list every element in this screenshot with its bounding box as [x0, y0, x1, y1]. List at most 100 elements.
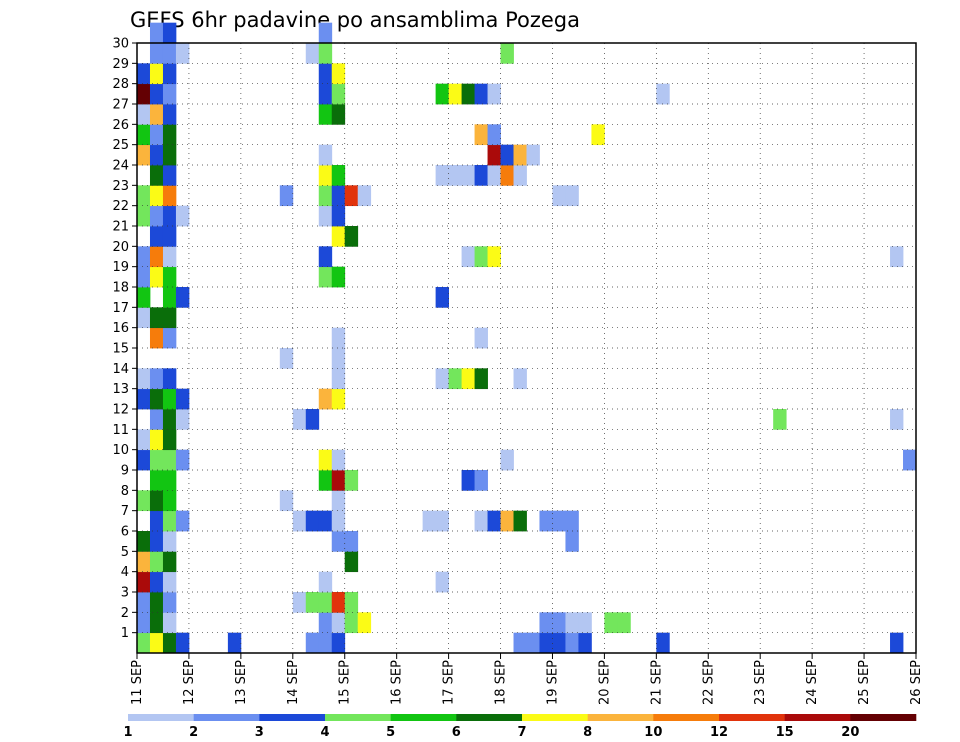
heatmap-cell: [137, 185, 151, 207]
heatmap-cell: [149, 551, 164, 573]
plot-frame: [136, 42, 917, 654]
heatmap-cell: [162, 429, 177, 451]
y-tick-label: 6: [121, 525, 129, 540]
heatmap-cell: [318, 592, 333, 613]
heatmap-cell: [500, 510, 514, 532]
heatmap-cell: [318, 205, 333, 227]
heatmap-cell: [137, 104, 151, 125]
heatmap-cell: [162, 632, 177, 654]
heatmap-cell: [137, 63, 151, 85]
heatmap-cell: [175, 409, 190, 430]
heatmap-cell: [487, 165, 501, 186]
heatmap-cell: [344, 185, 359, 207]
y-tick-label: 26: [112, 118, 129, 133]
y-tick-label: 10: [112, 443, 129, 458]
heatmap-cell: [137, 205, 151, 227]
y-tick-label: 1: [121, 626, 129, 641]
heatmap-cell: [331, 63, 346, 85]
heatmap-cells: [137, 22, 917, 654]
y-tick-label: 21: [112, 220, 129, 235]
heatmap-cell: [656, 83, 670, 105]
x-tick-label: 17 SEP: [442, 660, 457, 705]
heatmap-cell: [175, 632, 190, 654]
heatmap-cell: [149, 124, 164, 146]
heatmap-cell: [331, 612, 346, 634]
heatmap-cell: [162, 551, 177, 573]
heatmap-cell: [344, 551, 359, 573]
heatmap-cell: [318, 104, 333, 125]
y-tick-label: 19: [112, 260, 129, 275]
heatmap-cell: [137, 571, 151, 593]
x-tick-label: 12 SEP: [182, 660, 197, 705]
heatmap-cell: [162, 327, 177, 349]
x-tick-label: 14 SEP: [286, 660, 301, 705]
y-tick-label: 17: [112, 301, 129, 316]
heatmap-cell: [318, 510, 333, 532]
colorbar-swatch: [193, 714, 260, 721]
heatmap-cell: [357, 185, 372, 207]
heatmap-cell: [149, 470, 164, 491]
y-tick-label: 13: [112, 382, 129, 397]
heatmap-cell: [149, 531, 164, 552]
colorbar-label: 8: [583, 725, 592, 740]
colorbar-swatch: [784, 714, 851, 721]
colorbar-swatch: [456, 714, 523, 721]
y-tick-label: 5: [121, 545, 129, 560]
heatmap-cell: [305, 510, 320, 532]
colorbar-swatch: [522, 714, 588, 721]
heatmap-cell: [435, 165, 449, 186]
heatmap-cell: [292, 409, 307, 430]
heatmap-cell: [500, 144, 514, 166]
heatmap-cell: [890, 632, 904, 654]
heatmap-cell: [318, 449, 333, 471]
heatmap-cell: [318, 83, 333, 105]
y-tick-label: 8: [121, 484, 129, 499]
heatmap-cell: [162, 510, 177, 532]
heatmap-cell: [137, 246, 151, 268]
heatmap-cell: [149, 368, 164, 390]
heatmap-cell: [137, 144, 151, 166]
x-tick-label: 24 SEP: [805, 660, 820, 705]
heatmap-cell: [331, 632, 346, 654]
heatmap-cell: [162, 368, 177, 390]
y-tick-label: 3: [121, 586, 129, 601]
heatmap-cell: [149, 185, 164, 207]
heatmap-cell: [565, 510, 579, 532]
x-tick-label: 16 SEP: [390, 660, 405, 705]
heatmap-cell: [331, 348, 346, 369]
colorbar-label: 4: [320, 725, 329, 740]
heatmap-cell: [137, 307, 151, 329]
heatmap-cell: [474, 327, 488, 349]
colorbar-label: 12: [710, 725, 728, 740]
heatmap-cell: [331, 266, 346, 288]
heatmap-cell: [331, 226, 346, 247]
heatmap-cell: [292, 592, 307, 613]
heatmap-cell: [331, 165, 346, 186]
heatmap-cell: [461, 83, 475, 105]
x-tick-label: 11 SEP: [130, 660, 145, 705]
heatmap-cell: [461, 368, 475, 390]
x-tick-label: 23 SEP: [753, 660, 768, 705]
heatmap-cell: [149, 165, 164, 186]
heatmap-cell: [175, 510, 190, 532]
heatmap-cell: [552, 632, 566, 654]
heatmap-cell: [137, 124, 151, 146]
heatmap-cell: [175, 43, 190, 64]
colorbar: 1 2 3 4 5 6 7 8 10 12 15 20: [123, 714, 917, 740]
heatmap-cell: [149, 388, 164, 410]
heatmap-cell: [318, 144, 333, 166]
heatmap-cell: [149, 226, 164, 247]
colorbar-swatch: [390, 714, 457, 721]
heatmap-cell: [162, 63, 177, 85]
heatmap-cell: [162, 592, 177, 613]
colorbar-label: 20: [841, 725, 859, 740]
x-tick-label: 21 SEP: [649, 660, 664, 705]
heatmap-cell: [890, 409, 904, 430]
y-tick-label: 14: [112, 362, 129, 377]
heatmap-cell: [162, 307, 177, 329]
heatmap-cell: [513, 632, 527, 654]
heatmap-cell: [137, 266, 151, 288]
heatmap-cell: [539, 510, 553, 532]
heatmap-cell: [149, 266, 164, 288]
